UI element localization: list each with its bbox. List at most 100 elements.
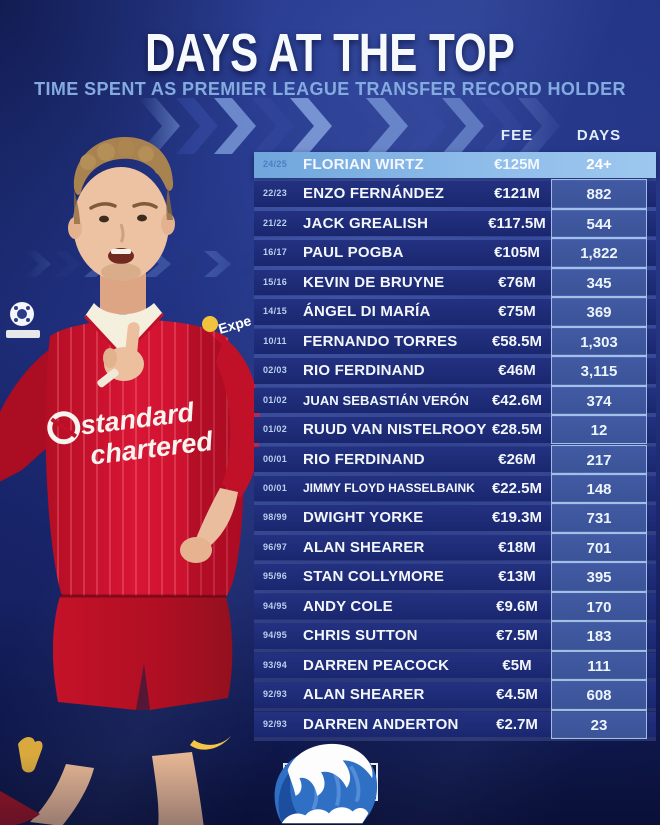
fee-value: €18M — [498, 538, 536, 556]
player-name: RUUD VAN NISTELROOY — [303, 421, 487, 439]
table-rows: 24/25 FLORIAN WIRTZ €125M 24+ 22/23 ENZO FERN… — [254, 152, 656, 744]
table-row: 96/97 ALAN SHEARER €18M 701 — [254, 532, 656, 563]
fee-value: €22.5M — [491, 479, 543, 497]
player-name: ANDY COLE — [303, 597, 393, 615]
fee-column-header: FEE — [500, 127, 534, 144]
player-name: DARREN ANDERTON — [303, 715, 459, 733]
table-row: 01/02 JUAN SEBASTIÁN VERÓN €42.6M 374 — [254, 385, 656, 416]
season-label: 98/99 — [262, 512, 288, 523]
fee-value: €28.5M — [491, 421, 543, 439]
player-photo: Expe standard chartered — [0, 136, 261, 825]
player-name: PAUL POGBA — [303, 244, 404, 262]
player-name: JIMMY FLOYD HASSELBAINK — [303, 480, 475, 495]
days-column-header: DAYS — [576, 127, 622, 144]
table-row: 14/15 ÁNGEL DI MARÍA €75M 369 — [254, 297, 656, 327]
days-value: 374 — [551, 385, 647, 416]
days-value: 12 — [551, 415, 647, 445]
table-row: 16/17 PAUL POGBA €105M 1,822 — [254, 238, 656, 268]
table-row: 02/03 RIO FERDINAND €46M 3,115 — [254, 356, 656, 386]
player-name: JUAN SEBASTIÁN VERÓN — [303, 392, 469, 408]
player-name: ÁNGEL DI MARÍA — [303, 303, 431, 321]
table-row: 93/94 DARREN PEACOCK €5M 111 — [254, 650, 656, 681]
fee-value: €19.3M — [491, 509, 543, 527]
fee-value: €26M — [498, 450, 536, 468]
season-label: 94/95 — [262, 630, 288, 641]
days-value: 345 — [551, 267, 647, 298]
days-value: 1,303 — [551, 326, 647, 357]
fee-value: €9.6M — [496, 597, 538, 615]
player-name: RIO FERDINAND — [303, 362, 425, 380]
player-name: KEVIN DE BRUYNE — [303, 273, 445, 291]
sleeve-sponsor-text: Expe — [216, 312, 253, 337]
player-name: RIO FERDINAND — [303, 450, 425, 468]
table-row: 00/01 JIMMY FLOYD HASSELBAINK €22.5M 148 — [254, 473, 656, 504]
fee-value: €4.5M — [496, 686, 538, 704]
fee-value: €46M — [498, 362, 536, 380]
table-row: 24/25 FLORIAN WIRTZ €125M 24+ — [254, 152, 656, 178]
page-subtitle: TIME SPENT AS PREMIER LEAGUE TRANSFER RE… — [34, 79, 626, 99]
days-value: 24+ — [586, 156, 612, 173]
player-name: DARREN PEACOCK — [303, 656, 450, 674]
table-row: 94/95 CHRIS SUTTON €7.5M 183 — [254, 621, 656, 651]
season-label: 14/15 — [262, 306, 288, 317]
season-label: 10/11 — [263, 335, 287, 346]
season-label: 22/23 — [262, 188, 288, 199]
table-header: FEE DAYS — [254, 123, 656, 149]
days-value: 395 — [551, 562, 647, 592]
fee-value: €117.5M — [488, 214, 546, 232]
table-row: 22/23 ENZO FERNÁNDEZ €121M 882 — [254, 179, 656, 209]
fee-value: €42.6M — [491, 391, 543, 409]
table-row: 98/99 DWIGHT YORKE €19.3M 731 — [254, 503, 656, 533]
player-name: JACK GREALISH — [303, 214, 429, 232]
page-title: DAYS AT THE TOP — [145, 23, 515, 83]
table-row: 00/01 RIO FERDINAND €26M 217 — [254, 444, 656, 474]
fee-value: €5M — [502, 656, 532, 674]
days-value: 183 — [551, 621, 647, 651]
season-label: 96/97 — [262, 541, 288, 552]
player-name: ALAN SHEARER — [303, 538, 425, 556]
season-label: 92/93 — [262, 718, 288, 729]
player-name: FERNANDO TORRES — [303, 332, 458, 350]
fee-value: €7.5M — [496, 627, 538, 645]
season-label: 93/94 — [262, 659, 288, 670]
season-label: 92/93 — [262, 689, 288, 700]
days-value: 170 — [551, 591, 647, 622]
season-label: 00/01 — [262, 453, 288, 464]
fee-value: €2.7M — [496, 715, 538, 733]
days-value: 544 — [551, 208, 647, 239]
season-label: 02/03 — [262, 365, 288, 376]
days-value: 608 — [551, 680, 647, 710]
days-value: 369 — [551, 297, 647, 327]
fee-value: €75M — [498, 303, 536, 321]
season-label: 01/02 — [262, 424, 288, 435]
days-value: 23 — [551, 709, 647, 739]
season-label: 95/96 — [262, 571, 288, 582]
season-label: 00/01 — [262, 482, 288, 493]
table-row: 92/93 DARREN ANDERTON €2.7M 23 — [254, 709, 656, 739]
player-name: DWIGHT YORKE — [303, 509, 424, 527]
wave-icon — [274, 743, 378, 824]
days-value: 882 — [551, 179, 647, 209]
player-name: ENZO FERNÁNDEZ — [303, 185, 445, 203]
fee-value: €121M — [494, 185, 540, 203]
fee-value: €125M — [494, 156, 540, 173]
table-row: 01/02 RUUD VAN NISTELROOY €28.5M 12 — [254, 415, 656, 445]
chevron-pattern-icon — [138, 98, 560, 154]
season-label: 24/25 — [262, 159, 288, 169]
table-row: 95/96 STAN COLLYMORE €13M 395 — [254, 562, 656, 592]
season-label: 01/02 — [262, 394, 288, 405]
season-label: 16/17 — [262, 247, 288, 258]
days-value: 1,822 — [551, 238, 647, 268]
fee-value: €76M — [498, 273, 536, 291]
player-name: FLORIAN WIRTZ — [303, 156, 424, 173]
table-row: 21/22 JACK GREALISH €117.5M 544 — [254, 208, 656, 239]
player-name: STAN COLLYMORE — [303, 568, 445, 586]
days-value: 701 — [551, 532, 647, 563]
table-row: 15/16 KEVIN DE BRUYNE €76M 345 — [254, 267, 656, 298]
days-value: 3,115 — [551, 356, 647, 386]
player-name: CHRIS SUTTON — [303, 627, 418, 645]
days-value: 217 — [551, 444, 647, 474]
player-name: ALAN SHEARER — [303, 686, 425, 704]
table-row: 92/93 ALAN SHEARER €4.5M 608 — [254, 680, 656, 710]
